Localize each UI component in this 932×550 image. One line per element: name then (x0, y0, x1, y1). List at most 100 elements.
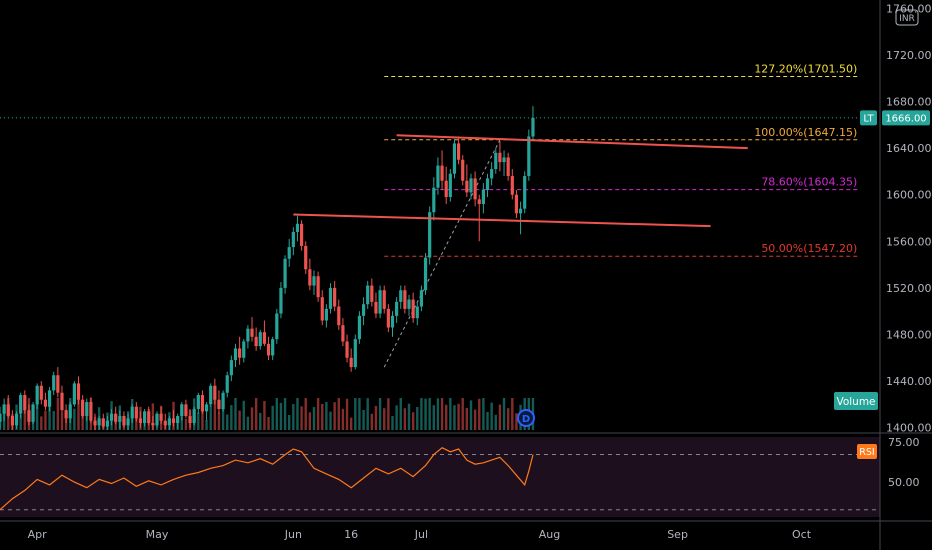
currency-badge: INR (895, 9, 919, 26)
candle-body (357, 315, 362, 340)
trendline[interactable] (293, 213, 711, 228)
volume-badge[interactable]: Volume (834, 392, 878, 410)
candle-body (138, 418, 143, 424)
time-tick-label: Jul (414, 528, 428, 541)
candle-body (85, 402, 89, 417)
trendlines[interactable] (293, 134, 748, 228)
candle-body (184, 404, 188, 417)
candle-body (242, 341, 246, 358)
candle-body (204, 404, 209, 412)
candle-body (304, 245, 308, 270)
volume-bar (515, 413, 518, 430)
volume-bar (469, 400, 473, 430)
volume-bar (387, 398, 390, 430)
candle-body (155, 413, 159, 426)
rsi-value-badge: 75.00 (888, 436, 920, 449)
price-tick-label: 1480.00 (886, 328, 932, 341)
candle-body (374, 301, 378, 314)
candle-body (444, 180, 448, 198)
volume-bar (40, 416, 43, 430)
volume-bar (395, 405, 398, 430)
price-tick-label: 1560.00 (886, 235, 932, 248)
candle-body (477, 199, 481, 205)
candle-body (382, 290, 386, 309)
rsi-badge[interactable]: RSI (857, 444, 877, 459)
volume-bar (205, 420, 208, 430)
candle-body (118, 416, 122, 422)
candle-body (341, 325, 345, 342)
volume-bar (374, 406, 378, 430)
volume-bar (420, 398, 423, 430)
volume-bar (197, 412, 200, 430)
candle-body (180, 404, 184, 417)
candle-body (473, 178, 477, 200)
candle-body (461, 159, 465, 181)
volume-bar (52, 411, 55, 430)
volume-bar (19, 414, 22, 430)
volume-bar (312, 407, 316, 430)
candle-body (246, 328, 250, 342)
candle-body (337, 306, 341, 326)
volume-bar (267, 417, 270, 430)
volume-bar (60, 413, 64, 430)
volume-bar (478, 398, 481, 430)
candle-body (287, 247, 291, 259)
trendline[interactable] (396, 134, 748, 150)
candle-body (23, 395, 27, 411)
candle-body (469, 178, 473, 193)
candle-body (213, 385, 217, 400)
candle-body (64, 410, 68, 419)
fib-base-line[interactable] (383, 139, 501, 368)
candle-body (217, 399, 221, 410)
volume-bar (391, 416, 394, 430)
price-tick-label: 1640.00 (886, 142, 932, 155)
fib-level-label: 78.60%(1604.35) (761, 176, 857, 189)
candle-body (143, 411, 147, 424)
price-axis[interactable]: 1760.00 1720.00 1680.00 1640.00 1600.00 1560.… (886, 2, 932, 434)
volume-bar (263, 401, 266, 430)
candle-body (456, 143, 461, 160)
time-axis[interactable]: Apr May Jun 16 Jul Aug Sep Oct (28, 528, 812, 541)
candle-body (514, 194, 519, 214)
candle-body (353, 339, 357, 368)
candle-body (109, 413, 114, 421)
candle-body (147, 411, 151, 424)
candle-body (105, 420, 110, 427)
candle-body (68, 404, 72, 419)
fib-retracement[interactable]: 127.20%(1701.50) 100.00%(1647.15) 78.60%(1… (383, 62, 860, 368)
volume-bar (378, 398, 382, 430)
candle-body (386, 308, 390, 328)
candle-body (527, 136, 531, 177)
candle-body (176, 416, 180, 424)
volume-bar (184, 419, 188, 430)
candle-body (6, 404, 10, 417)
candle-body (238, 348, 242, 358)
candle-body (221, 392, 225, 410)
candle-body (171, 418, 176, 424)
volume-bar (304, 398, 307, 430)
candle-body (262, 332, 267, 344)
price-tick-label: 1680.00 (886, 96, 932, 109)
candle-body (60, 392, 64, 411)
dividend-marker[interactable]: D (517, 409, 535, 427)
volume-bar (494, 414, 497, 430)
rsi-panel-background (0, 437, 880, 517)
volume-bar (77, 398, 80, 430)
candle-body (436, 165, 440, 188)
volume-bar (321, 404, 324, 430)
candle-body (188, 416, 192, 424)
candle-body (114, 413, 118, 422)
candle-body (390, 315, 395, 328)
rsi-value-label: 75.00 (888, 436, 920, 449)
candle-body (229, 360, 233, 376)
rsi-indicator: 50.00 (0, 446, 920, 511)
candle-body (47, 390, 52, 407)
candle-body (130, 406, 134, 419)
volume-bar (345, 398, 349, 430)
volume-bar (416, 407, 419, 430)
volume-bar (473, 409, 477, 430)
candle-body (97, 418, 101, 426)
candle-body (419, 290, 424, 307)
candle-body (93, 420, 97, 426)
